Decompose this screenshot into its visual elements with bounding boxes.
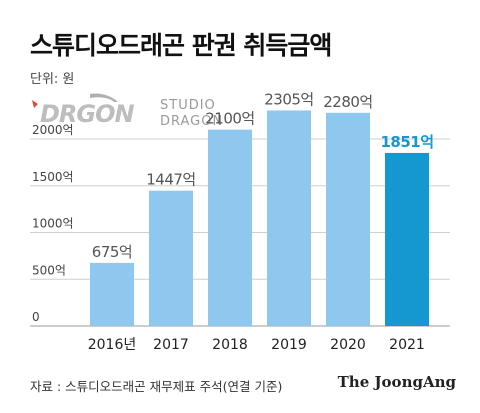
y-tick-label: 1000억	[32, 217, 74, 231]
bar	[208, 129, 252, 326]
x-tick-label: 2021	[389, 337, 425, 353]
logo-line-1: STUDIO	[160, 98, 216, 113]
bar-value-label: 675억	[92, 243, 132, 261]
x-tick-label: 2016년	[88, 337, 137, 353]
svg-text:DRGON: DRGON	[40, 100, 135, 128]
logo-line-2: DRAGON	[160, 114, 224, 129]
x-tick-label: 2018	[212, 337, 248, 353]
bar	[267, 110, 311, 326]
bar	[149, 190, 193, 326]
source-note: 자료 : 스튜디오드래곤 재무제표 주석(연결 기준)	[30, 379, 283, 394]
bar-value-label: 2280억	[323, 93, 372, 111]
bar	[385, 152, 429, 326]
studio-dragon-logo: DRGON	[32, 93, 136, 128]
y-tick-label: 2000억	[32, 123, 74, 137]
bar-value-label: 1851억	[380, 133, 433, 151]
logo-wordmark: STUDIO DRAGON	[160, 98, 223, 130]
unit-label: 단위: 원	[30, 72, 75, 87]
bar	[90, 262, 134, 326]
y-tick-label: 0	[32, 310, 40, 324]
publisher-credit: The JoongAng	[337, 373, 456, 391]
x-tick-label: 2019	[271, 337, 307, 353]
bar-value-label: 1447억	[146, 171, 195, 189]
y-tick-label: 1500억	[32, 170, 74, 184]
x-tick-label: 2017	[153, 337, 189, 353]
x-tick-label: 2020	[330, 337, 366, 353]
bar-value-label: 2305억	[264, 90, 313, 108]
y-tick-label: 500억	[32, 263, 66, 277]
chart-title: 스튜디오드래곤 판권 취득금액	[30, 31, 332, 60]
bar-value-label: 2100억	[205, 110, 254, 128]
bar	[326, 112, 370, 326]
